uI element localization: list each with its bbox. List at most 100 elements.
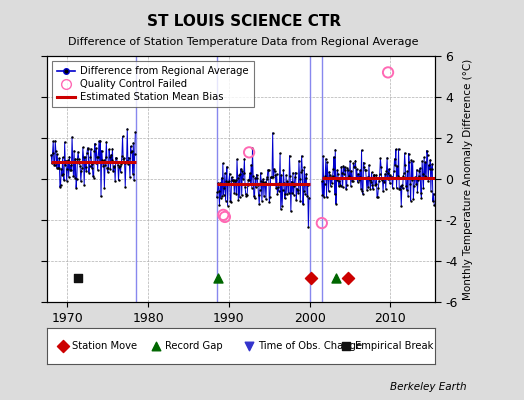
- Point: [271, 172, 280, 179]
- Point: [289, 170, 297, 176]
- Point: [372, 172, 380, 178]
- Point: [69, 158, 77, 165]
- Point: [395, 186, 403, 192]
- Point: [365, 177, 374, 183]
- Point: [300, 164, 309, 170]
- Text: Difference of Station Temperature Data from Regional Average: Difference of Station Temperature Data f…: [69, 37, 419, 47]
- Point: [214, 180, 222, 186]
- Point: [70, 148, 78, 154]
- Point: [254, 192, 263, 199]
- Point: [107, 157, 116, 164]
- Point: [47, 152, 56, 158]
- Point: [226, 198, 234, 204]
- Point: [292, 197, 300, 203]
- Point: [216, 180, 224, 186]
- Point: [65, 153, 73, 160]
- Point: [387, 175, 395, 181]
- Point: [50, 162, 59, 168]
- Point: [114, 177, 123, 184]
- Point: [353, 179, 362, 185]
- Point: [55, 155, 63, 162]
- Point: [319, 153, 328, 160]
- Point: [242, 191, 250, 197]
- Point: [369, 186, 377, 192]
- Point: [400, 170, 408, 177]
- Point: [273, 191, 281, 198]
- Point: [424, 162, 433, 168]
- Point: [228, 177, 236, 183]
- Point: [231, 178, 239, 184]
- Point: [52, 148, 60, 154]
- Point: [340, 171, 348, 177]
- Point: [223, 164, 231, 170]
- Point: [63, 166, 72, 172]
- Point: [388, 174, 396, 180]
- Point: [267, 174, 276, 180]
- Point: [215, 188, 223, 194]
- Point: [244, 182, 252, 188]
- Point: [414, 177, 422, 183]
- Point: [413, 189, 422, 196]
- Point: [240, 156, 248, 162]
- Point: [398, 185, 407, 191]
- Point: [250, 195, 259, 202]
- Point: [356, 167, 364, 173]
- Point: [130, 177, 138, 184]
- Point: [57, 166, 66, 172]
- Point: [253, 172, 261, 178]
- Point: [129, 140, 137, 146]
- Point: [107, 152, 115, 158]
- Point: [391, 146, 400, 152]
- Point: [130, 150, 139, 157]
- Point: [376, 155, 385, 162]
- Point: [386, 172, 395, 178]
- Point: [281, 190, 290, 197]
- Point: [405, 150, 413, 157]
- Point: [88, 161, 96, 167]
- Point: [94, 154, 103, 160]
- Point: [229, 178, 237, 184]
- Point: [105, 154, 114, 160]
- Point: [151, 343, 160, 349]
- Point: [214, 275, 223, 282]
- Point: [91, 140, 99, 147]
- Point: [123, 126, 132, 132]
- Point: [261, 180, 269, 186]
- Point: [419, 170, 427, 177]
- Point: [382, 168, 390, 174]
- Point: [392, 185, 401, 191]
- Point: [350, 160, 358, 166]
- Point: [352, 174, 361, 181]
- Point: [302, 171, 311, 177]
- Point: [286, 172, 294, 179]
- Point: [272, 185, 280, 192]
- Point: [277, 172, 286, 178]
- Point: [225, 178, 233, 184]
- Point: [421, 159, 430, 166]
- Point: [255, 201, 264, 208]
- Point: [117, 160, 125, 167]
- Point: [121, 184, 129, 190]
- Point: [400, 150, 409, 156]
- Text: Station Move: Station Move: [72, 341, 137, 351]
- Point: [408, 176, 416, 183]
- Point: [285, 152, 293, 159]
- Point: [93, 154, 101, 160]
- Point: [235, 172, 243, 178]
- Point: [245, 343, 253, 349]
- Point: [253, 175, 261, 181]
- Point: [429, 190, 438, 197]
- Point: [351, 164, 359, 170]
- Point: [126, 143, 135, 150]
- Point: [410, 183, 418, 189]
- Point: [111, 178, 119, 184]
- Point: [265, 167, 273, 173]
- Point: [337, 164, 345, 170]
- Point: [236, 170, 245, 177]
- Point: [287, 208, 295, 214]
- Point: [331, 191, 339, 198]
- Point: [396, 183, 405, 189]
- Point: [48, 160, 56, 167]
- Point: [297, 169, 305, 175]
- Point: [123, 158, 131, 164]
